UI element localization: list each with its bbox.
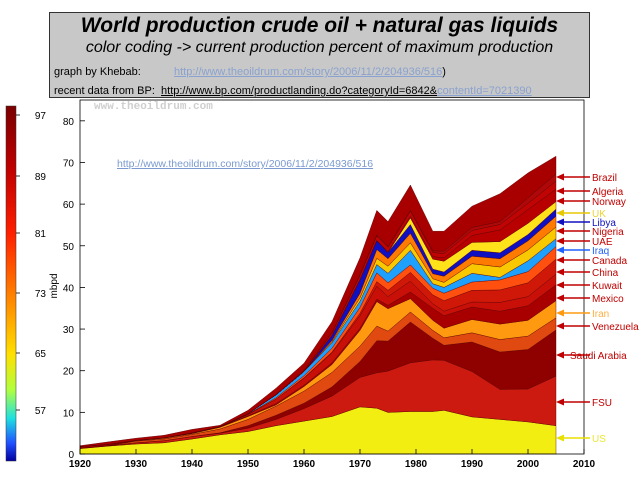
colorbar-tick-label: 81 [35,229,47,240]
x-tick-label: 1970 [349,459,372,470]
y-tick-label: 20 [63,367,75,378]
axes: 0 10 20 30 40 50 60 70 80 1920 1930 1940 1950 1960 197… [63,99,596,470]
legend-label-mexico: Mexico [592,294,624,305]
legend-arrow-head [556,398,564,406]
legend-label-fsu: FSU [592,398,612,409]
legend-label-iran: Iran [592,309,609,320]
legend-label-china: China [592,268,619,279]
x-tick-label: 1980 [405,459,428,470]
colorbar-gradient [5,105,17,462]
header-box: World production crude oil + natural gas… [49,12,590,98]
x-tick-label: 1940 [181,459,204,470]
legend-arrow-head [556,434,564,442]
legend-arrow-head [556,187,564,195]
legend-arrow-head [556,294,564,302]
legend-label-kuwait: Kuwait [592,281,622,292]
chart-subtitle: color coding -> current production perce… [85,39,554,56]
credit2-link[interactable]: http://www.bp.com/productlanding.do?cate… [161,85,438,97]
chart-title: World production crude oil + natural gas… [80,14,559,37]
credit2-link-tail[interactable]: contentId=7021390 [437,85,532,97]
colorbar-tick-label: 89 [35,172,47,183]
x-tick-label: 1960 [293,459,316,470]
legend-arrow-head [556,246,564,254]
x-tick-label: 2010 [573,459,596,470]
colorbar-label: mbpd [49,273,60,298]
colorbar-tick-label: 73 [35,289,47,300]
legend-label-nigeria: Nigeria [592,227,624,238]
x-tick-label: 2000 [517,459,540,470]
legend-label-algeria: Algeria [592,187,624,198]
legend-arrow-head [556,256,564,264]
y-tick-label: 50 [63,242,75,253]
credit-line-khebab: graph by Khebab: http://www.theoildrum.co… [54,66,446,78]
x-tick-label: 1920 [69,459,92,470]
legend-arrow-head [556,218,564,226]
colorbar: 97 89 81 73 65 57 mbpd [5,105,60,462]
credit1-link[interactable]: http://www.theoildrum.com/story/2006/11/… [174,66,443,78]
legend-arrow-head [556,281,564,289]
legend-label-uk: UK [592,209,606,220]
y-tick-label: 60 [63,200,75,211]
credit-line-bp: recent data from BP: http://www.bp.com/p… [54,85,532,97]
area-series-rest-of-world [79,155,557,447]
legend-arrow-head [556,268,564,276]
plot-frame [79,99,585,455]
legend-arrow-head [556,322,564,330]
credit1-label: graph by Khebab: [54,66,141,78]
legend-label-venezuela: Venezuela [592,322,639,333]
legend-arrow-head [556,209,564,217]
y-tick-label: 0 [68,450,74,461]
legend-arrow-head [556,227,564,235]
legend-arrow-head [556,351,564,359]
colorbar-tick-label: 97 [35,111,47,122]
legend-label-saudi-arabia: Saudi Arabia [570,351,627,362]
credit1-suffix: ) [442,66,446,78]
x-tick-label: 1990 [461,459,484,470]
y-tick-label: 80 [63,117,75,128]
legend-label-canada: Canada [592,256,627,267]
legend-label-iraq: Iraq [592,246,609,257]
inplot-url-link[interactable]: http://www.theoildrum.com/story/2006/11/… [117,158,374,170]
legend-label-norway: Norway [592,197,626,208]
legend-arrow-head [556,309,564,317]
legend-arrow-head [556,197,564,205]
legend-label-brazil: Brazil [592,173,617,184]
y-tick-label: 30 [63,325,75,336]
x-tick-label: 1930 [125,459,148,470]
y-tick-label: 40 [63,283,75,294]
legend-label-uae: UAE [592,237,613,248]
legend-arrow-head [556,237,564,245]
colorbar-tick-label: 57 [35,406,47,417]
stacked-areas [79,155,557,455]
legend: Brazil AlgeriaNorwayUKLibyaNigeriaUAEIraq… [556,173,639,445]
y-tick-label: 70 [63,158,75,169]
credit2-label: recent data from BP: [54,85,155,97]
legend-label-libya: Libya [592,218,616,229]
x-tick-label: 1950 [237,459,260,470]
colorbar-tick-label: 65 [35,349,47,360]
y-tick-label: 10 [63,408,75,419]
watermark: www.theoildrum.com [94,101,213,113]
legend-arrow-head [556,173,564,181]
legend-label-us: US [592,434,606,445]
